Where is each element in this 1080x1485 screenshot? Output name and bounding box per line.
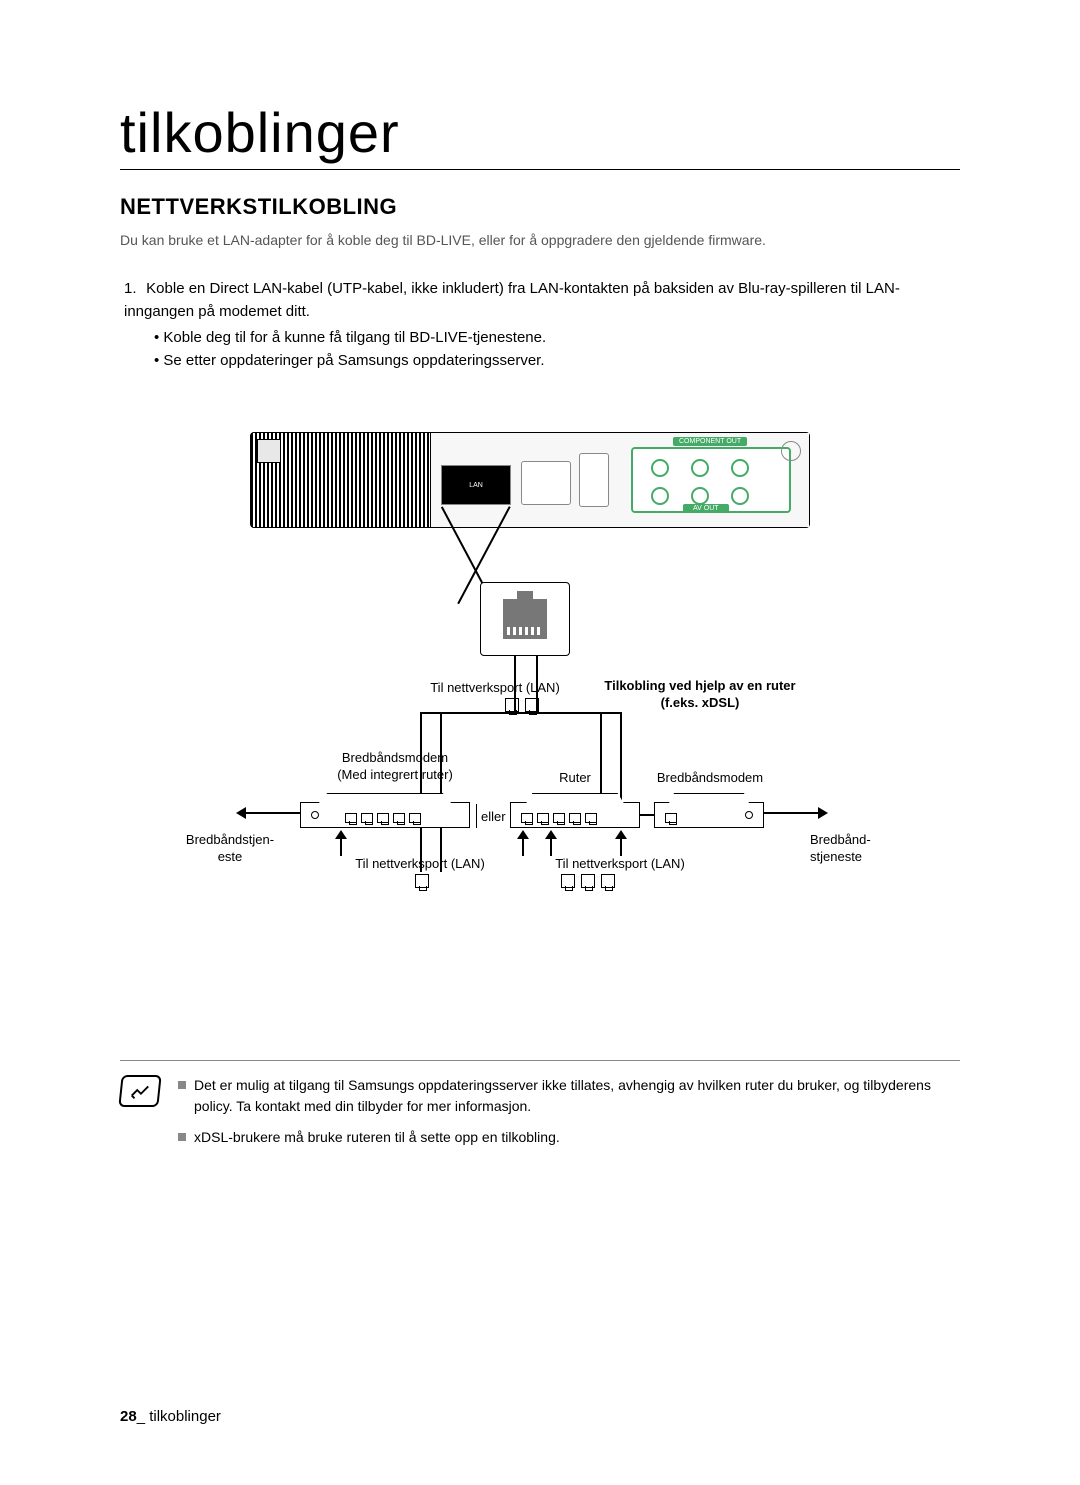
sub-bullets: Koble deg til for å kunne få tilgang til… [154,327,960,372]
arrow-up [340,832,342,856]
footer-separator: _ [137,1408,145,1425]
fan-icon [781,441,801,461]
label-bredbandsmodem: Bredbåndsmodem [640,770,780,787]
page-number: 28 [120,1408,137,1425]
step-list: 1. Koble en Direct LAN-kabel (UTP-kabel,… [124,278,960,372]
step-item: 1. Koble en Direct LAN-kabel (UTP-kabel,… [124,278,960,372]
label-til-nettverksport-3: Til nettverksport (LAN) [520,856,720,873]
player-io-panel: LAN COMPONENT OUT AV OUT [431,433,809,527]
component-label: COMPONENT OUT [673,437,747,446]
cable-line [640,814,654,816]
arrow-to-service-left [240,812,300,814]
broadband-modem [654,802,764,828]
mini-ports [412,874,432,893]
cable-line [440,712,442,872]
label-modem-integrert: Bredbåndsmodem (Med integrert ruter) [320,750,470,784]
footer-section: tilkoblinger [149,1408,221,1425]
digital-out-panel [579,453,609,507]
label-service-left: Bredbåndstjen- este [170,832,290,866]
rj45-icon [503,599,547,639]
bluray-player-rear: LAN COMPONENT OUT AV OUT [250,432,810,528]
arrow-up [620,832,622,856]
label-eller: eller [476,804,511,828]
note-section: Det er mulig at tilgang til Samsungs opp… [120,1060,960,1158]
cable-line [620,712,622,802]
cable-line [600,712,602,802]
arrow-up [550,832,552,856]
bullet-item: Se etter oppdateringer på Samsungs oppda… [154,350,960,373]
page-footer: 28_ tilkoblinger [120,1408,221,1425]
player-vent-panel [251,433,431,527]
label-til-nettverksport: Til nettverksport (LAN) [410,680,580,697]
connection-diagram: LAN COMPONENT OUT AV OUT Til nettverkspo… [180,432,900,932]
arrow-up [522,832,524,856]
mini-ports [558,874,618,893]
component-out-panel: COMPONENT OUT AV OUT [631,447,791,513]
intro-text: Du kan bruke et LAN-adapter for å koble … [120,232,960,248]
cable-line [420,712,422,872]
bullet-item: Koble deg til for å kunne få tilgang til… [154,327,960,350]
lan-port-panel: LAN [441,465,511,505]
note-item: xDSL-brukere må bruke ruteren til å sett… [178,1127,960,1148]
label-service-right: Bredbånd- stjeneste [810,832,910,866]
arrow-to-service-right [764,812,824,814]
section-heading: NETTVERKSTILKOBLING [120,194,960,220]
avout-label: AV OUT [683,504,729,513]
note-list: Det er mulig at tilgang til Samsungs opp… [178,1075,960,1158]
step-text: Koble en Direct LAN-kabel (UTP-kabel, ik… [124,280,900,320]
note-item: Det er mulig at tilgang til Samsungs opp… [178,1075,960,1117]
step-number: 1. [124,278,142,301]
note-icon [118,1075,161,1107]
label-til-nettverksport-2: Til nettverksport (LAN) [320,856,520,873]
hdmi-panel [521,461,571,505]
page-title: tilkoblinger [120,100,960,170]
modem-integrated-router [300,802,470,828]
label-ruter: Ruter [540,770,610,787]
label-tilkobling-router: Tilkobling ved hjelp av en ruter (f.eks.… [600,678,800,712]
mini-ports [502,698,542,717]
lan-port-closeup [480,582,570,656]
